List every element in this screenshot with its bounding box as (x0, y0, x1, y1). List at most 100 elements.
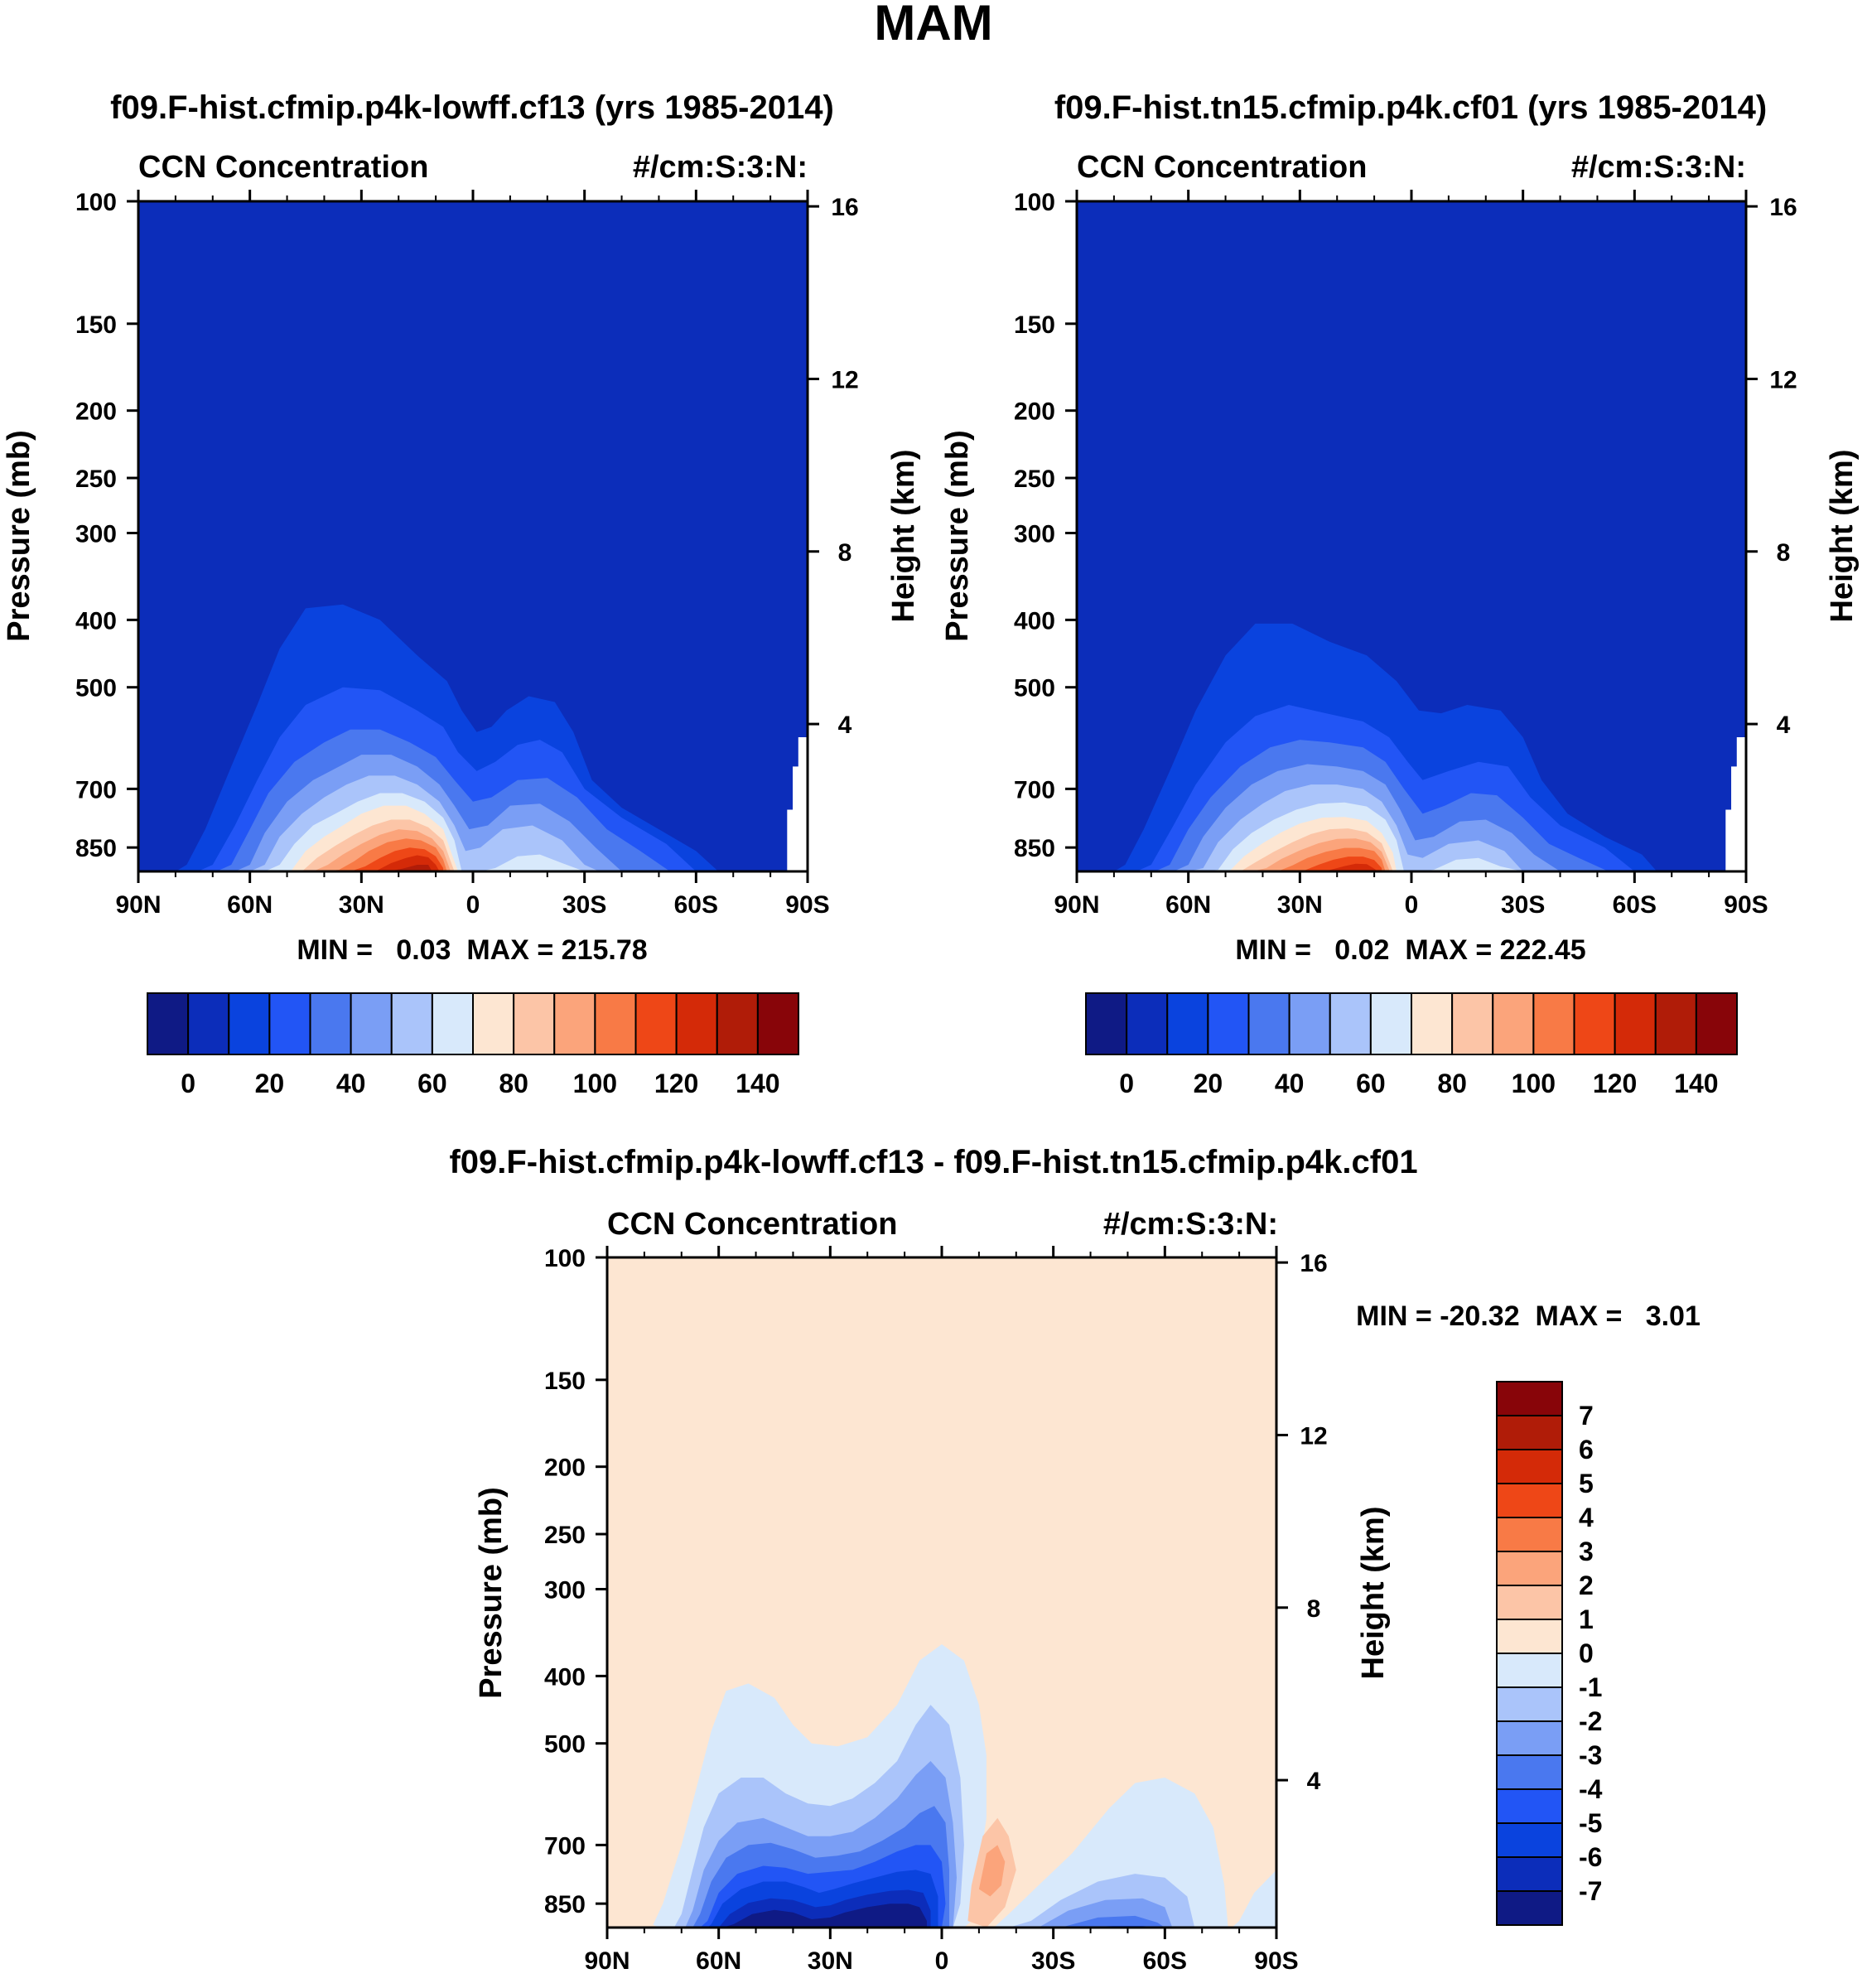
colorbar-box (1496, 1415, 1563, 1450)
colorbar-label: 60 (417, 1069, 447, 1098)
colorbar-box (1085, 992, 1128, 1055)
colorbar-box (1496, 1856, 1563, 1892)
left-subtitle: CCN Concentration (607, 1207, 897, 1242)
y-right-tick-label: 8 (1307, 1595, 1321, 1623)
contour-band (1273, 863, 1378, 871)
y-right-tick-label: 12 (1769, 366, 1797, 393)
y-axis-right-label: Height (km) (1825, 450, 1860, 623)
x-tick-label: 30N (808, 1947, 853, 1975)
x-tick-label: 30N (339, 891, 384, 919)
y-tick-label: 500 (544, 1731, 586, 1759)
colorbar-box (268, 992, 311, 1055)
colorbar-box (594, 992, 637, 1055)
colorbar-label: 20 (255, 1069, 285, 1098)
colorbar-label: 120 (654, 1069, 698, 1098)
colorbar-box (147, 992, 190, 1055)
y-tick-label: 700 (544, 1832, 586, 1860)
colorbar: 7 6 5 4 3 2 1 0 -1 -2 -3 -4 -5 -6 -7 (1496, 1381, 1603, 1926)
colorbar-box (1496, 1720, 1563, 1756)
colorbar-label: -4 (1579, 1774, 1603, 1804)
colorbar-label: 140 (736, 1069, 779, 1098)
colorbar-box (1532, 992, 1575, 1055)
y-right-tick-label: 8 (838, 539, 852, 567)
y-tick-label: 150 (75, 311, 117, 339)
contour-fill (138, 201, 808, 871)
colorbar-box (634, 992, 678, 1055)
y-tick-label: 300 (1014, 520, 1055, 548)
contour-band (480, 854, 592, 871)
stats-text: MIN = 0.02 MAX = 222.45 (1235, 934, 1585, 966)
colorbar-box (1496, 1788, 1563, 1824)
y-tick-label: 850 (544, 1891, 586, 1918)
colorbar-box (187, 992, 230, 1055)
colorbar-box (1614, 992, 1657, 1055)
colorbar-box (1496, 1619, 1563, 1654)
colorbar-label: 0 (181, 1069, 195, 1098)
colorbar-label: 2 (1579, 1571, 1594, 1600)
contour-band (1419, 857, 1531, 871)
colorbar-label: 100 (1512, 1069, 1556, 1098)
y-right-tick-label: 8 (1777, 539, 1791, 567)
colorbar-label: 4 (1579, 1503, 1594, 1532)
contour-fill (1077, 201, 1746, 871)
y-right-tick-label: 16 (1300, 1250, 1327, 1277)
figure-title: MAM (874, 0, 992, 51)
y-axis-right-label: Height (km) (886, 450, 921, 623)
colorbar-box (1247, 992, 1290, 1055)
colorbar-box (1496, 1890, 1563, 1926)
colorbar-label: 3 (1579, 1537, 1594, 1566)
colorbar-label: 7 (1579, 1401, 1594, 1431)
stats-text: MIN = 0.03 MAX = 215.78 (297, 934, 647, 966)
colorbar-box (1695, 992, 1738, 1055)
left-subtitle: CCN Concentration (138, 150, 428, 185)
y-tick-label: 300 (75, 520, 117, 548)
y-right-tick-label: 4 (1777, 712, 1791, 739)
colorbar-label: 6 (1579, 1435, 1594, 1464)
colorbar-label: 0 (1579, 1638, 1594, 1668)
colorbar-box (1496, 1585, 1563, 1620)
y-tick-label: 250 (1014, 466, 1055, 493)
colorbar-label: 140 (1674, 1069, 1718, 1098)
y-tick-label: 700 (75, 776, 117, 803)
colorbar-box (1288, 992, 1331, 1055)
y-tick-label: 200 (544, 1455, 586, 1482)
right-subtitle: #/cm:S:3:N: (1571, 150, 1746, 185)
left-subtitle: CCN Concentration (1077, 150, 1367, 185)
y-right-tick-label: 4 (1307, 1768, 1321, 1795)
panel-cf01: f09.F-hist.tn15.cfmip.p4k.cf01 (yrs 1985… (940, 89, 1860, 1098)
contour-fill (607, 1257, 1276, 1928)
colorbar-label: -2 (1579, 1706, 1602, 1736)
contour-band (607, 1913, 659, 1928)
panel-difference: f09.F-hist.cfmip.p4k-lowff.cf13 - f09.F-… (449, 1144, 1700, 1975)
colorbar-label: -3 (1579, 1740, 1602, 1770)
missing-data (787, 737, 808, 871)
colorbar-box (1496, 1653, 1563, 1688)
y-right-tick-label: 16 (831, 194, 858, 221)
colorbar-box (472, 992, 515, 1055)
x-tick-label: 60S (1613, 891, 1657, 919)
colorbar-label: 5 (1579, 1469, 1594, 1498)
plot-area: 90N 60N 30N 0 30S 60S 90S 100 150 200 250 300 400 500… (1014, 189, 1797, 919)
x-tick-label: 90N (584, 1947, 630, 1975)
x-tick-label: 30S (1031, 1947, 1075, 1975)
y-right-tick-label: 12 (1300, 1422, 1327, 1450)
panel-title: f09.F-hist.tn15.cfmip.p4k.cf01 (yrs 1985… (1054, 89, 1767, 126)
colorbar: 0 20 40 60 80 100 120 140 (1085, 992, 1738, 1098)
x-tick-label: 90N (115, 891, 161, 919)
colorbar-box (1329, 992, 1372, 1055)
colorbar-box (228, 992, 271, 1055)
x-tick-label: 90S (785, 891, 829, 919)
colorbar-box (1496, 1517, 1563, 1552)
x-tick-label: 0 (935, 1947, 949, 1975)
colorbar-box (756, 992, 799, 1055)
plot-area: 90N 60N 30N 0 30S 60S 90S 100 150 200 250 300 400 500… (75, 189, 859, 919)
y-tick-label: 700 (1014, 776, 1055, 803)
y-tick-label: 500 (75, 675, 117, 702)
colorbar-box (675, 992, 718, 1055)
x-tick-label: 30N (1277, 891, 1323, 919)
colorbar-box (1207, 992, 1250, 1055)
colorbar-box (1496, 1449, 1563, 1484)
y-tick-label: 100 (75, 189, 117, 216)
colorbar-label: -1 (1579, 1672, 1602, 1702)
